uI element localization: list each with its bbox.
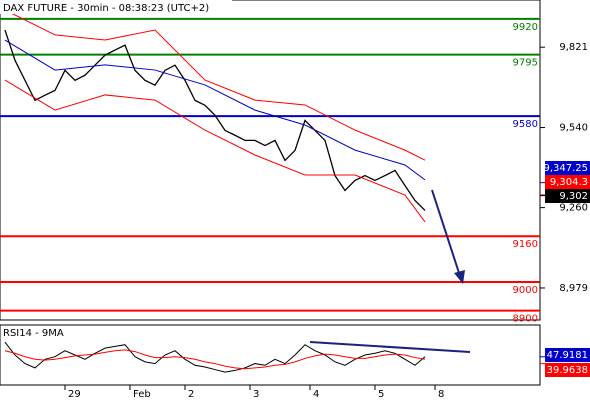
y-tick-label: 9,540 [559,123,588,134]
x-tick-label: 5 [378,389,384,400]
title-bg [0,0,232,14]
level-label: 9795 [513,58,538,69]
rsi-title: RSI14 - 9MA [3,328,64,339]
arrow-head [454,270,465,284]
series-line [4,341,426,373]
price-tag-label: 9,302 [559,191,588,202]
level-label: 9000 [513,285,538,296]
y-tick-label: 8,979 [559,283,588,294]
forecast-arrow [431,189,461,277]
rsi-tag-label: 39.9638 [547,365,588,376]
price-tag-label: 9,304.3 [550,177,588,188]
x-tick-label: Feb [133,389,151,400]
x-tick-label: 2 [188,389,194,400]
x-tick-label: 3 [253,389,259,400]
price-panel [0,0,541,321]
y-tick-label: 9,260 [559,203,588,214]
rsi-tag-box [545,363,590,377]
series-line [4,9,426,161]
price-tag-box [545,189,590,203]
level-label: 9580 [513,119,538,130]
level-label: 8900 [513,314,538,325]
x-tick-label: 29 [68,389,81,400]
series-line [4,79,426,223]
x-tick-label: 4 [313,389,319,400]
level-label: 9920 [513,22,538,33]
rsi-tag-label: 47.9181 [547,350,588,361]
series-line [4,39,426,181]
price-tag-box [545,175,590,189]
plot-layer [0,9,540,373]
x-tick-label: 8 [438,389,444,400]
y-tick-label: 9,821 [559,42,588,53]
rsi-tag-box [545,348,590,362]
price-tag-label: 9,347.25 [543,163,588,174]
divergence-line [309,341,471,353]
series-line [4,349,426,370]
series-line [4,29,426,211]
price-tag-box [545,161,590,175]
level-label: 9160 [513,239,538,250]
chart-title: DAX FUTURE - 30min - 08:38:23 (UTC+2) [3,3,209,14]
